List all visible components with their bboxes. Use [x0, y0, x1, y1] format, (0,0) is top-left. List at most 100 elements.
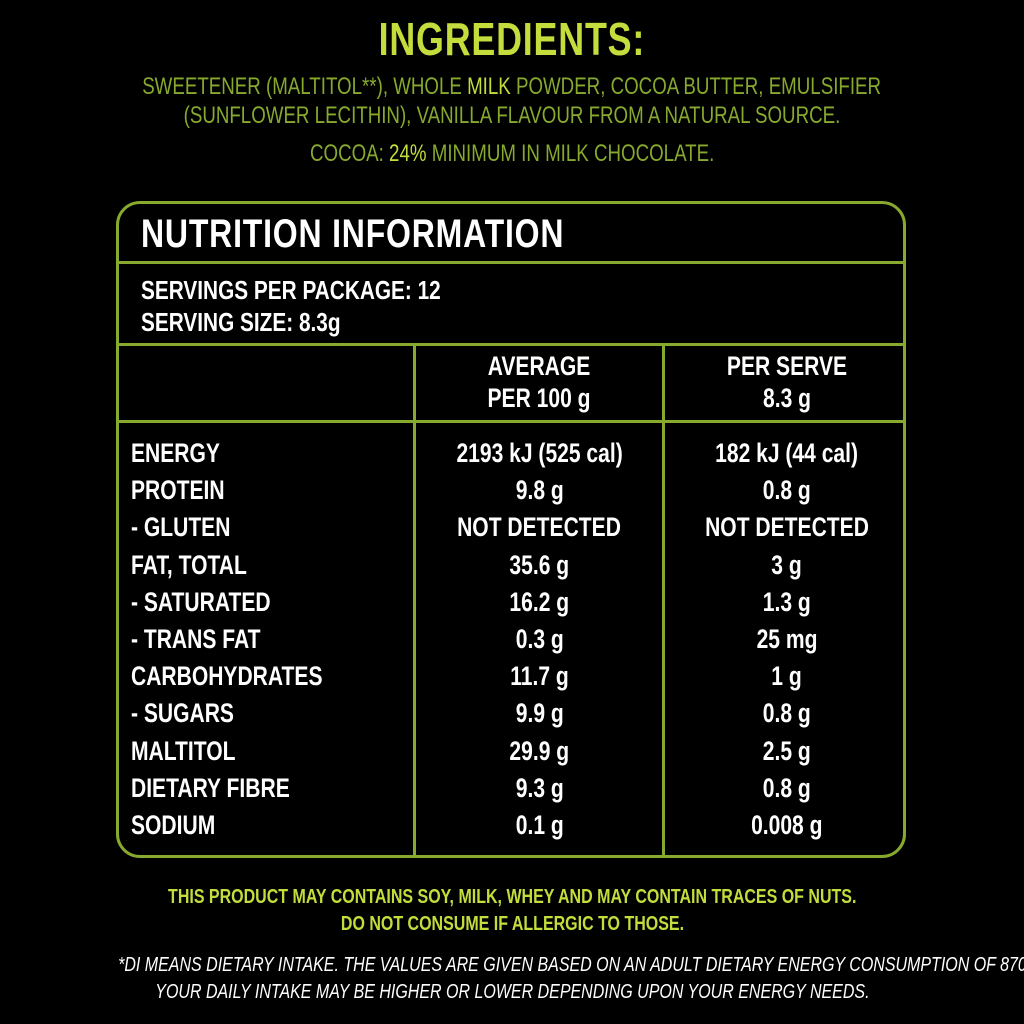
- value-per-serve-cell: 1 g: [665, 661, 909, 692]
- nutrient-name-cell: - SUGARS: [131, 698, 263, 729]
- nutrition-row: - SATURATED 16.2 g 1.3 g: [119, 587, 909, 624]
- nutrient-name: - SATURATED: [131, 586, 271, 617]
- cocoa-statement-text: COCOA: 24% MINIMUM IN MILK CHOCOLATE.: [310, 140, 714, 168]
- value-per-100g-cell: 11.7 g: [416, 661, 663, 692]
- value-per-serve: 0.8 g: [763, 772, 811, 803]
- nutrient-name: - SUGARS: [131, 698, 234, 729]
- value-per-serve-cell: 25 mg: [665, 624, 909, 655]
- value-per-100g-cell: 16.2 g: [416, 587, 663, 618]
- value-per-serve-cell: 3 g: [665, 550, 909, 581]
- cocoa-statement: COCOA: 24% MINIMUM IN MILK CHOCOLATE.: [0, 140, 1024, 168]
- value-per-100g: 9.9 g: [515, 698, 564, 729]
- value-per-100g: NOT DETECTED: [457, 512, 622, 543]
- footnote-line-1-text: *DI MEANS DIETARY INTAKE. THE VALUES ARE…: [118, 954, 1024, 976]
- nutrition-title: NUTRITION INFORMATION: [141, 212, 670, 257]
- nutrient-name: FAT, TOTAL: [131, 549, 247, 580]
- value-per-serve-cell: 182 kJ (44 cal): [665, 438, 909, 469]
- ingredients-line-1: SWEETENER (MALTITOL**), WHOLE MILK POWDE…: [0, 72, 1024, 101]
- value-per-serve: 3 g: [771, 549, 803, 580]
- value-per-serve-cell: 0.8 g: [665, 698, 909, 729]
- value-per-serve: 0.8 g: [763, 698, 811, 729]
- header-divider: [119, 420, 903, 423]
- value-per-100g-cell: 9.9 g: [416, 698, 663, 729]
- column-header-per-serve-line-1: PER SERVE: [726, 351, 848, 381]
- nutrient-name: ENERGY: [131, 438, 220, 468]
- nutrition-row: CARBOHYDRATES 11.7 g 1 g: [119, 661, 909, 698]
- nutrient-name: CARBOHYDRATES: [131, 661, 323, 692]
- column-header-average: AVERAGE PER 100 g: [416, 350, 662, 414]
- nutrient-name: DIETARY FIBRE: [131, 772, 290, 803]
- ingredients-heading-text: INGREDIENTS:: [378, 13, 646, 65]
- value-per-serve-cell: NOT DETECTED: [665, 512, 909, 543]
- column-divider-1: [413, 343, 416, 855]
- nutrient-name-cell: CARBOHYDRATES: [131, 661, 377, 692]
- nutrition-row: - GLUTEN NOT DETECTED NOT DETECTED: [119, 512, 909, 549]
- nutrition-row: SODIUM 0.1 g 0.008 g: [119, 810, 909, 847]
- allergy-line-1-text: THIS PRODUCT MAY CONTAINS SOY, MILK, WHE…: [167, 886, 857, 908]
- value-per-serve: 182 kJ (44 cal): [715, 438, 859, 468]
- value-per-serve: NOT DETECTED: [705, 512, 869, 543]
- nutrient-name-cell: DIETARY FIBRE: [131, 773, 335, 804]
- dietary-intake-footnote: *DI MEANS DIETARY INTAKE. THE VALUES ARE…: [0, 952, 1024, 1006]
- value-per-serve: 1 g: [771, 661, 803, 692]
- value-per-100g-cell: 0.1 g: [416, 810, 663, 841]
- cocoa-percent: 24%: [388, 140, 427, 167]
- servings-info: SERVINGS PER PACKAGE: 12 SERVING SIZE: 8…: [141, 274, 516, 338]
- value-per-serve: 25 mg: [756, 624, 818, 654]
- ingredients-line-1-part-a: SWEETENER (MALTITOL**), WHOLE: [142, 73, 468, 100]
- title-divider: [119, 261, 903, 264]
- value-per-100g-cell: 35.6 g: [416, 550, 663, 581]
- servings-divider: [119, 343, 903, 346]
- nutrient-name-cell: - GLUTEN: [131, 512, 259, 543]
- value-per-100g-cell: 9.8 g: [416, 475, 663, 506]
- value-per-100g: 35.6 g: [509, 549, 570, 580]
- column-header-average-line-2: PER 100 g: [487, 383, 591, 413]
- nutrient-name-cell: PROTEIN: [131, 475, 251, 506]
- nutrient-name: SODIUM: [131, 810, 216, 840]
- value-per-100g-cell: NOT DETECTED: [416, 512, 663, 543]
- footnote-line-2: YOUR DAILY INTAKE MAY BE HIGHER OR LOWER…: [0, 979, 1024, 1006]
- value-per-100g: 29.9 g: [509, 735, 570, 766]
- value-per-100g-cell: 9.3 g: [416, 773, 663, 804]
- ingredients-milk-highlight: MILK: [467, 73, 512, 100]
- nutrient-name-cell: MALTITOL: [131, 736, 265, 767]
- nutrient-name-cell: FAT, TOTAL: [131, 550, 280, 581]
- value-per-100g: 0.1 g: [515, 810, 564, 840]
- cocoa-description: MINIMUM IN MILK CHOCOLATE.: [426, 140, 715, 167]
- value-per-serve: 1.3 g: [763, 586, 811, 617]
- column-header-per-serve: PER SERVE 8.3 g: [665, 350, 909, 414]
- nutrition-row: DIETARY FIBRE 9.3 g 0.8 g: [119, 773, 909, 810]
- allergy-line-2-text: DO NOT CONSUME IF ALLERGIC TO THOSE.: [340, 913, 684, 935]
- value-per-100g: 0.3 g: [515, 624, 564, 654]
- ingredients-line-2: (SUNFLOWER LECITHIN), VANILLA FLAVOUR FR…: [0, 101, 1024, 130]
- ingredients-line-2-text: (SUNFLOWER LECITHIN), VANILLA FLAVOUR FR…: [183, 102, 841, 129]
- serving-size: SERVING SIZE: 8.3g: [141, 307, 341, 337]
- footnote-line-2-text: YOUR DAILY INTAKE MAY BE HIGHER OR LOWER…: [154, 981, 870, 1003]
- allergy-line-2: DO NOT CONSUME IF ALLERGIC TO THOSE.: [0, 911, 1024, 938]
- footnote-line-1: *DI MEANS DIETARY INTAKE. THE VALUES ARE…: [0, 952, 1024, 979]
- value-per-serve-cell: 2.5 g: [665, 736, 909, 767]
- value-per-100g: 9.8 g: [515, 475, 564, 506]
- column-header-per-serve-line-2: 8.3 g: [763, 383, 811, 413]
- nutrition-row: FAT, TOTAL 35.6 g 3 g: [119, 550, 909, 587]
- cocoa-label: COCOA:: [309, 140, 389, 167]
- nutrient-name-cell: - SATURATED: [131, 587, 310, 618]
- column-divider-2: [662, 343, 665, 855]
- nutrition-row: MALTITOL 29.9 g 2.5 g: [119, 736, 909, 773]
- nutrition-row: ENERGY 2193 kJ (525 cal) 182 kJ (44 cal): [119, 438, 909, 475]
- nutrient-name: - GLUTEN: [131, 512, 231, 543]
- column-header-average-line-1: AVERAGE: [487, 351, 591, 381]
- ingredients-heading: INGREDIENTS:: [0, 12, 1024, 66]
- value-per-100g: 16.2 g: [509, 586, 570, 617]
- nutrient-name: - TRANS FAT: [131, 624, 261, 654]
- ingredients-line-1-text: SWEETENER (MALTITOL**), WHOLE MILK POWDE…: [143, 72, 882, 101]
- value-per-serve-cell: 1.3 g: [665, 587, 909, 618]
- allergy-warning: THIS PRODUCT MAY CONTAINS SOY, MILK, WHE…: [0, 884, 1024, 938]
- value-per-100g-cell: 0.3 g: [416, 624, 663, 655]
- nutrition-row: PROTEIN 9.8 g 0.8 g: [119, 475, 909, 512]
- value-per-100g: 2193 kJ (525 cal): [456, 438, 623, 468]
- nutrient-name-cell: ENERGY: [131, 438, 245, 469]
- nutrient-name-cell: SODIUM: [131, 810, 239, 841]
- value-per-100g: 9.3 g: [515, 772, 564, 803]
- nutrition-row: - SUGARS 9.9 g 0.8 g: [119, 698, 909, 735]
